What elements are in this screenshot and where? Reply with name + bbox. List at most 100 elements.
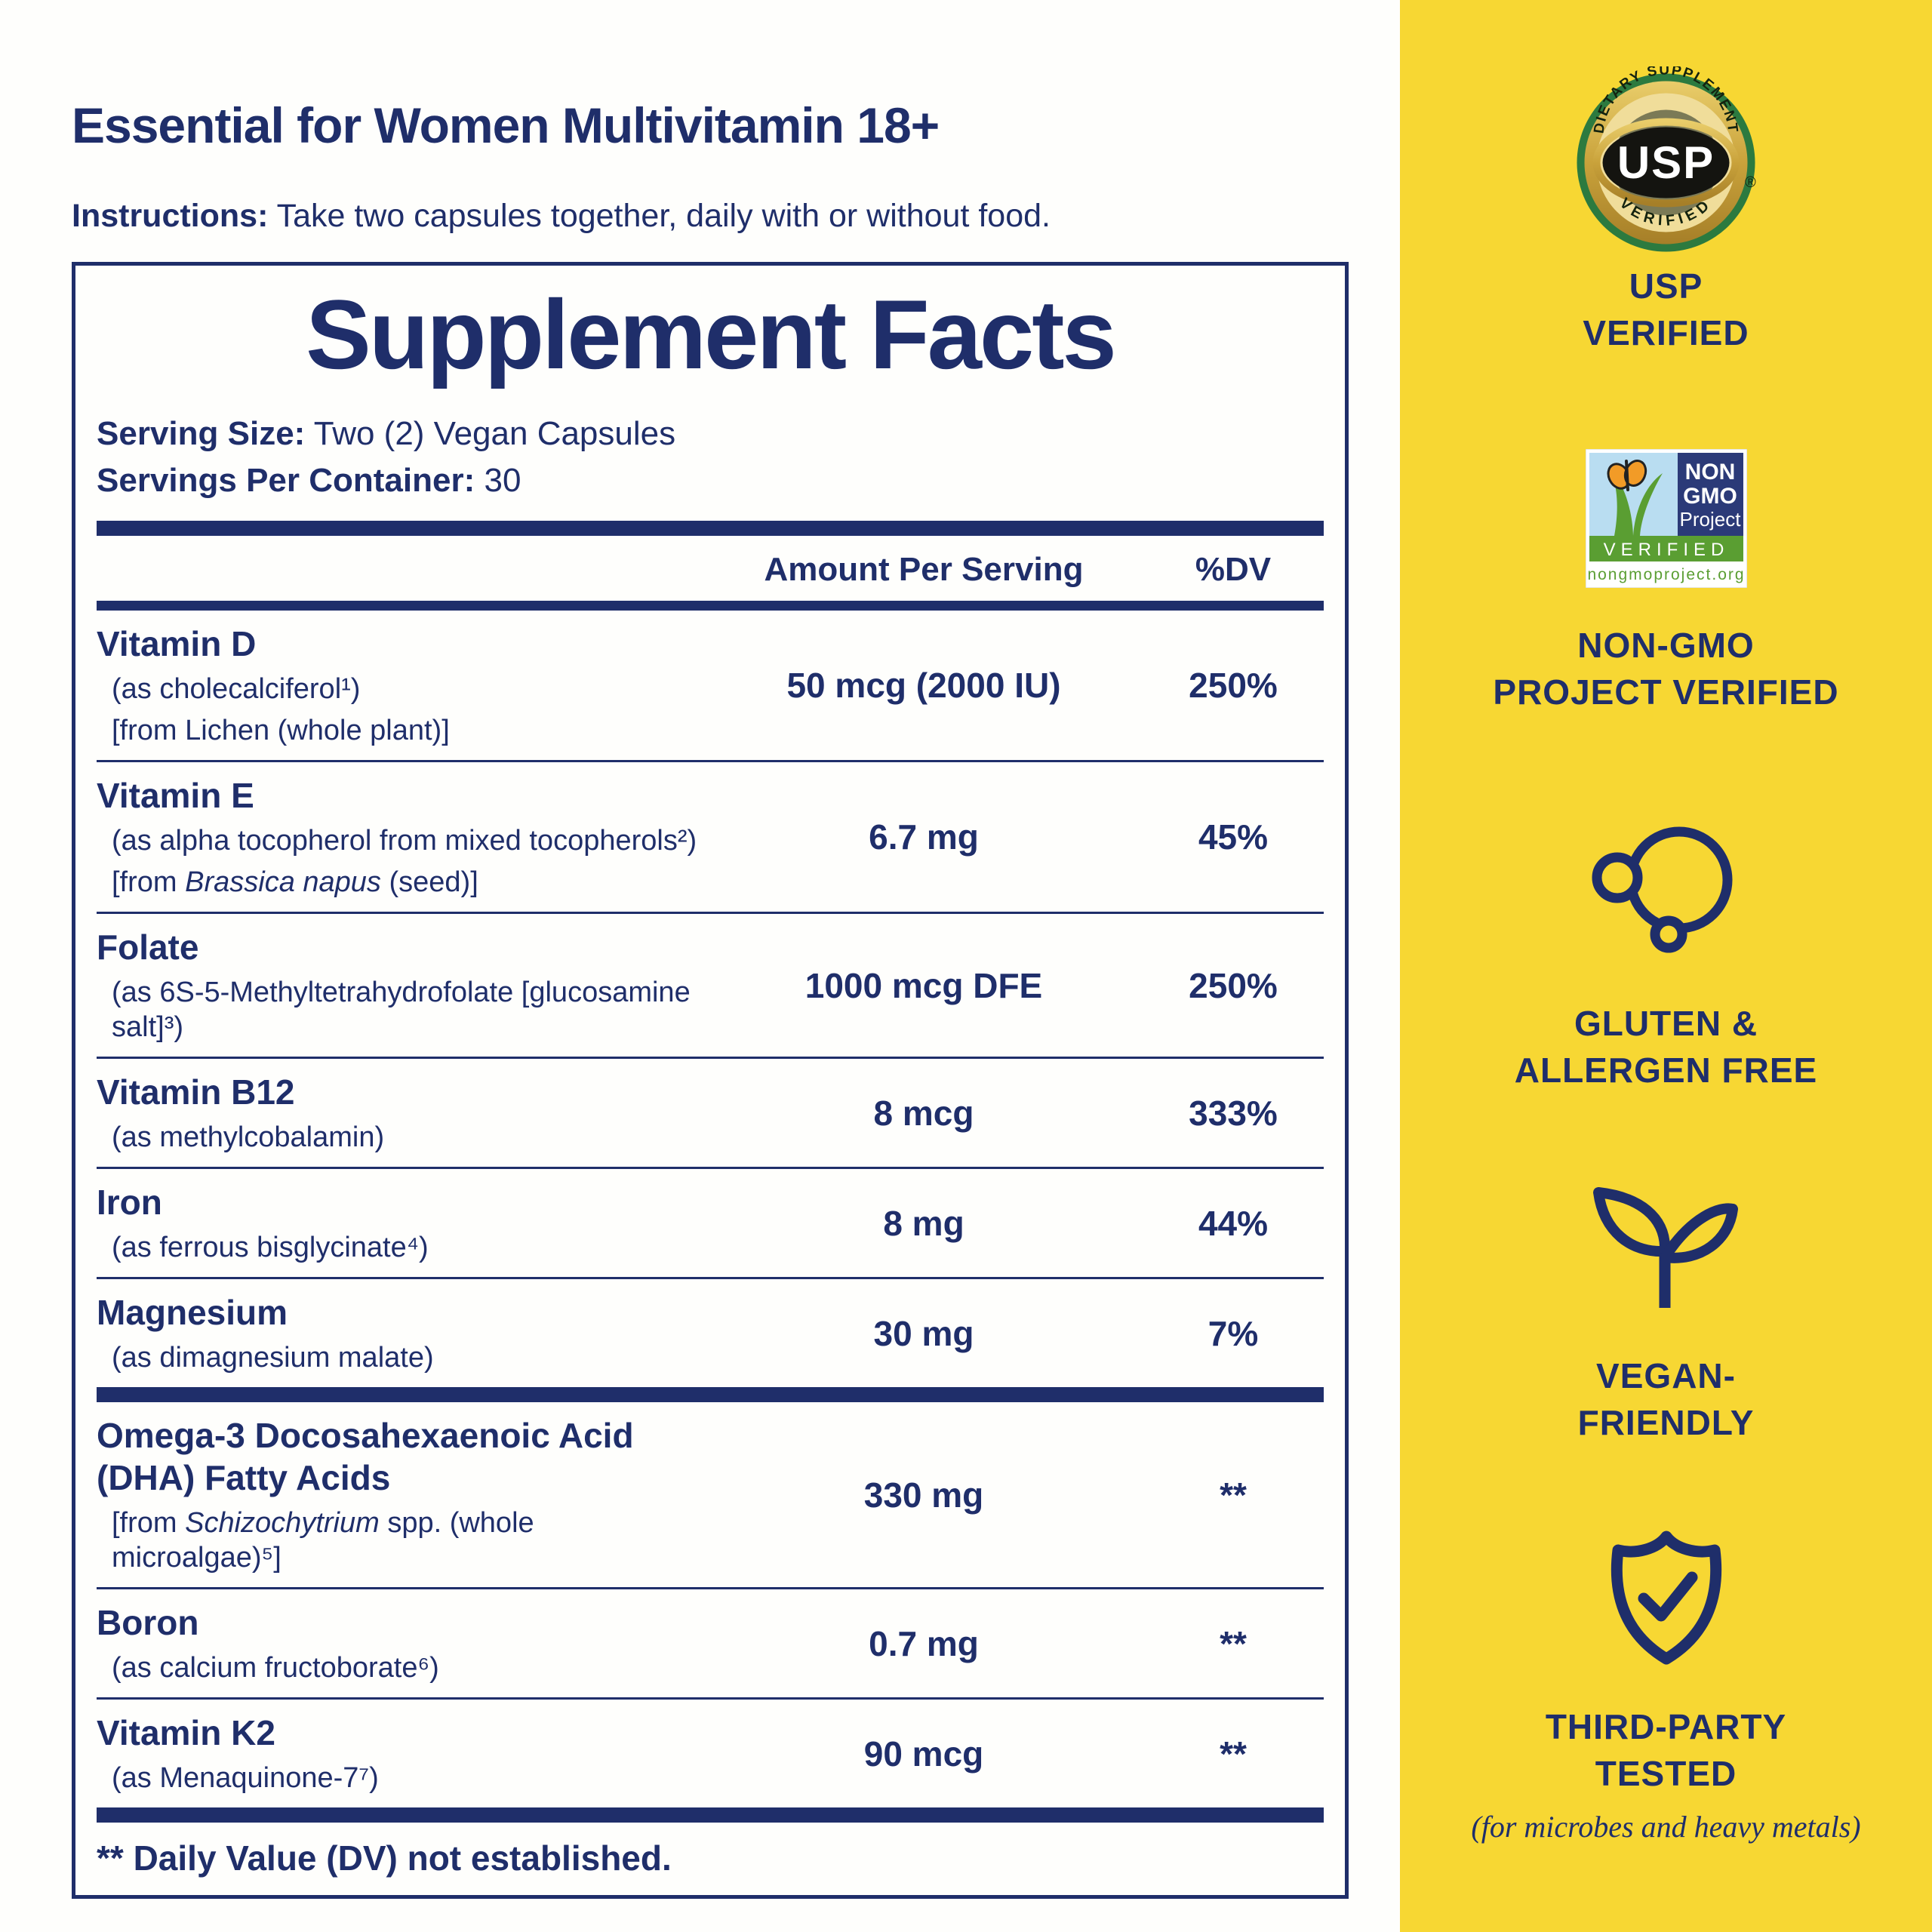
nutrient-amount: 90 mcg (863, 1734, 984, 1774)
instructions-label: Instructions: (72, 198, 269, 234)
nutrient-source: (as dimagnesium malate) (112, 1342, 434, 1374)
svg-text:®: ® (1745, 174, 1756, 191)
svg-text:VERIFIED: VERIFIED (1603, 540, 1729, 560)
row-separator (97, 760, 1324, 762)
row-separator (97, 1167, 1324, 1169)
row-separator (97, 1697, 1324, 1700)
nutrient-name: Folate (97, 928, 199, 967)
servings-label: Servings Per Container: (97, 462, 475, 499)
supplement-facts-title: Supplement Facts (306, 279, 1117, 389)
nutrient-name: Vitamin E (97, 776, 254, 815)
svg-text:Project: Project (1679, 508, 1741, 531)
servings-value: 30 (475, 462, 521, 499)
nutrient-amount: 330 mg (863, 1475, 984, 1515)
nutrient-source: (as calcium fructoborate⁶) (112, 1652, 439, 1684)
supplement-facts-panel: Supplement Facts Serving Size: Two (2) V… (72, 262, 1349, 1899)
instructions-line: Instructions: Take two capsules together… (72, 198, 1355, 235)
serving-size-line: Serving Size: Two (2) Vegan Capsules (97, 411, 1324, 457)
nutrient-dv: 45% (1198, 817, 1269, 857)
nutrient-dv: 7% (1208, 1313, 1259, 1353)
nutrient-source: [from Lichen (whole plant)] (112, 715, 450, 746)
nutrient-dv: 44% (1198, 1203, 1269, 1243)
gluten-allergen-free-icon (1587, 814, 1746, 968)
serving-size-label: Serving Size: (97, 415, 306, 452)
non-gmo-badge: NON GMO Project VERIFIED nongmoproject.o… (1400, 448, 1932, 715)
row-separator (97, 1277, 1324, 1279)
nutrient-name: Magnesium (97, 1293, 288, 1332)
nutrient-source: (as alpha tocopherol from mixed tocopher… (112, 825, 697, 857)
row-separator (97, 1587, 1324, 1589)
vegan-badge: VEGAN- FRIENDLY (1400, 1168, 1932, 1446)
third-party-tested-badge: THIRD-PARTY TESTED (for microbes and hea… (1400, 1526, 1932, 1844)
shield-check-icon (1591, 1526, 1742, 1673)
badge-sidebar: USP DIETARY SUPPLEMENT VERIFIED ® USP VE… (1400, 0, 1932, 1932)
nutrient-amount: 50 mcg (2000 IU) (786, 666, 1061, 705)
vegan-badge-label: VEGAN- FRIENDLY (1577, 1356, 1755, 1442)
nutrient-dv: ** (1220, 1475, 1247, 1515)
nutrient-amount: 8 mg (883, 1203, 964, 1243)
gluten-free-badge-label: GLUTEN & ALLERGEN FREE (1514, 1004, 1818, 1090)
table-row-vitamin-b12: Vitamin B12 (as methylcobalamin) 8 mcg 3… (75, 1059, 1345, 1167)
nutrient-source: [from Schizochytrium spp. (whole microal… (112, 1507, 534, 1574)
nutrient-source: [from Brassica napus (seed)] (112, 866, 478, 898)
third-party-tested-note: (for microbes and heavy metals) (1471, 1810, 1861, 1844)
nutrient-dv: ** (1220, 1734, 1247, 1774)
instructions-text: Take two capsules together, daily with o… (268, 198, 1051, 234)
usp-badge-label: USP VERIFIED (1583, 266, 1749, 352)
table-row-vitamin-d: Vitamin D (as cholecalciferol¹) [from Li… (75, 611, 1345, 760)
column-header-dv: %DV (1195, 551, 1272, 588)
nutrient-name: Omega-3 Docosahexaenoic Acid (DHA) Fatty… (97, 1416, 634, 1497)
column-header-amount: Amount Per Serving (764, 551, 1084, 588)
svg-text:nongmoproject.org: nongmoproject.org (1587, 566, 1745, 583)
table-row-iron: Iron (as ferrous bisglycinate⁴) 8 mg 44% (75, 1169, 1345, 1277)
nutrient-dv: 250% (1189, 965, 1278, 1005)
nutrient-amount: 0.7 mg (869, 1623, 979, 1663)
nutrient-dv: 333% (1189, 1093, 1278, 1133)
nutrient-dv: ** (1220, 1623, 1247, 1663)
nutrient-source: (as cholecalciferol¹) (112, 673, 361, 705)
vegan-sprout-icon (1587, 1168, 1746, 1319)
table-row-boron: Boron (as calcium fructoborate⁶) 0.7 mg … (75, 1589, 1345, 1697)
svg-text:NON: NON (1684, 460, 1735, 485)
label-main-panel: Essential for Women Multivitamin 18+ Ins… (72, 0, 1355, 1932)
divider-thick (97, 521, 1324, 536)
nutrient-name: Iron (97, 1183, 162, 1222)
table-row-folate: Folate (as 6S-5-Methyltetrahydrofolate [… (75, 914, 1345, 1057)
table-row-omega3-dha: Omega-3 Docosahexaenoic Acid (DHA) Fatty… (75, 1402, 1345, 1587)
nutrient-amount: 1000 mcg DFE (804, 965, 1043, 1005)
nutrient-dv: 250% (1189, 666, 1278, 705)
nutrient-name: Boron (97, 1603, 199, 1642)
table-header-row: Amount Per Serving %DV (75, 536, 1345, 601)
row-separator (97, 1057, 1324, 1059)
nutrient-name: Vitamin K2 (97, 1713, 275, 1752)
nutrient-amount: 30 mg (873, 1313, 974, 1353)
serving-size-value: Two (2) Vegan Capsules (305, 415, 676, 452)
table-row-magnesium: Magnesium (as dimagnesium malate) 30 mg … (75, 1279, 1345, 1387)
non-gmo-badge-label: NON-GMO PROJECT VERIFIED (1493, 626, 1839, 712)
svg-text:GMO: GMO (1683, 484, 1737, 509)
divider-thick (97, 1387, 1324, 1402)
table-row-vitamin-k2: Vitamin K2 (as Menaquinone-7⁷) 90 mcg ** (75, 1700, 1345, 1807)
usp-badge: USP DIETARY SUPPLEMENT VERIFIED ® USP VE… (1400, 62, 1932, 356)
nutrient-source: (as Menaquinone-7⁷) (112, 1762, 379, 1794)
nutrient-source: (as 6S-5-Methyltetrahydrofolate [glucosa… (112, 977, 691, 1043)
dv-footnote: ** Daily Value (DV) not established. (97, 1838, 672, 1878)
nutrient-source: (as methylcobalamin) (112, 1121, 385, 1153)
non-gmo-seal-icon: NON GMO Project VERIFIED nongmoproject.o… (1585, 448, 1747, 592)
gluten-free-badge: GLUTEN & ALLERGEN FREE (1400, 814, 1932, 1094)
row-separator (97, 912, 1324, 914)
nutrient-name: Vitamin D (97, 624, 257, 663)
nutrient-amount: 6.7 mg (869, 817, 979, 857)
servings-per-container-line: Servings Per Container: 30 (97, 457, 1324, 504)
nutrient-source: (as ferrous bisglycinate⁴) (112, 1232, 429, 1263)
page-title: Essential for Women Multivitamin 18+ (72, 97, 940, 153)
nutrient-amount: 8 mcg (873, 1093, 974, 1133)
divider-thick (97, 1807, 1324, 1823)
third-party-tested-label: THIRD-PARTY TESTED (1545, 1707, 1787, 1793)
divider-medium (97, 601, 1324, 611)
svg-text:USP: USP (1617, 137, 1715, 188)
usp-seal-icon: USP DIETARY SUPPLEMENT VERIFIED ® (1570, 62, 1762, 263)
table-row-vitamin-e: Vitamin E (as alpha tocopherol from mixe… (75, 762, 1345, 912)
nutrient-name: Vitamin B12 (97, 1072, 295, 1112)
